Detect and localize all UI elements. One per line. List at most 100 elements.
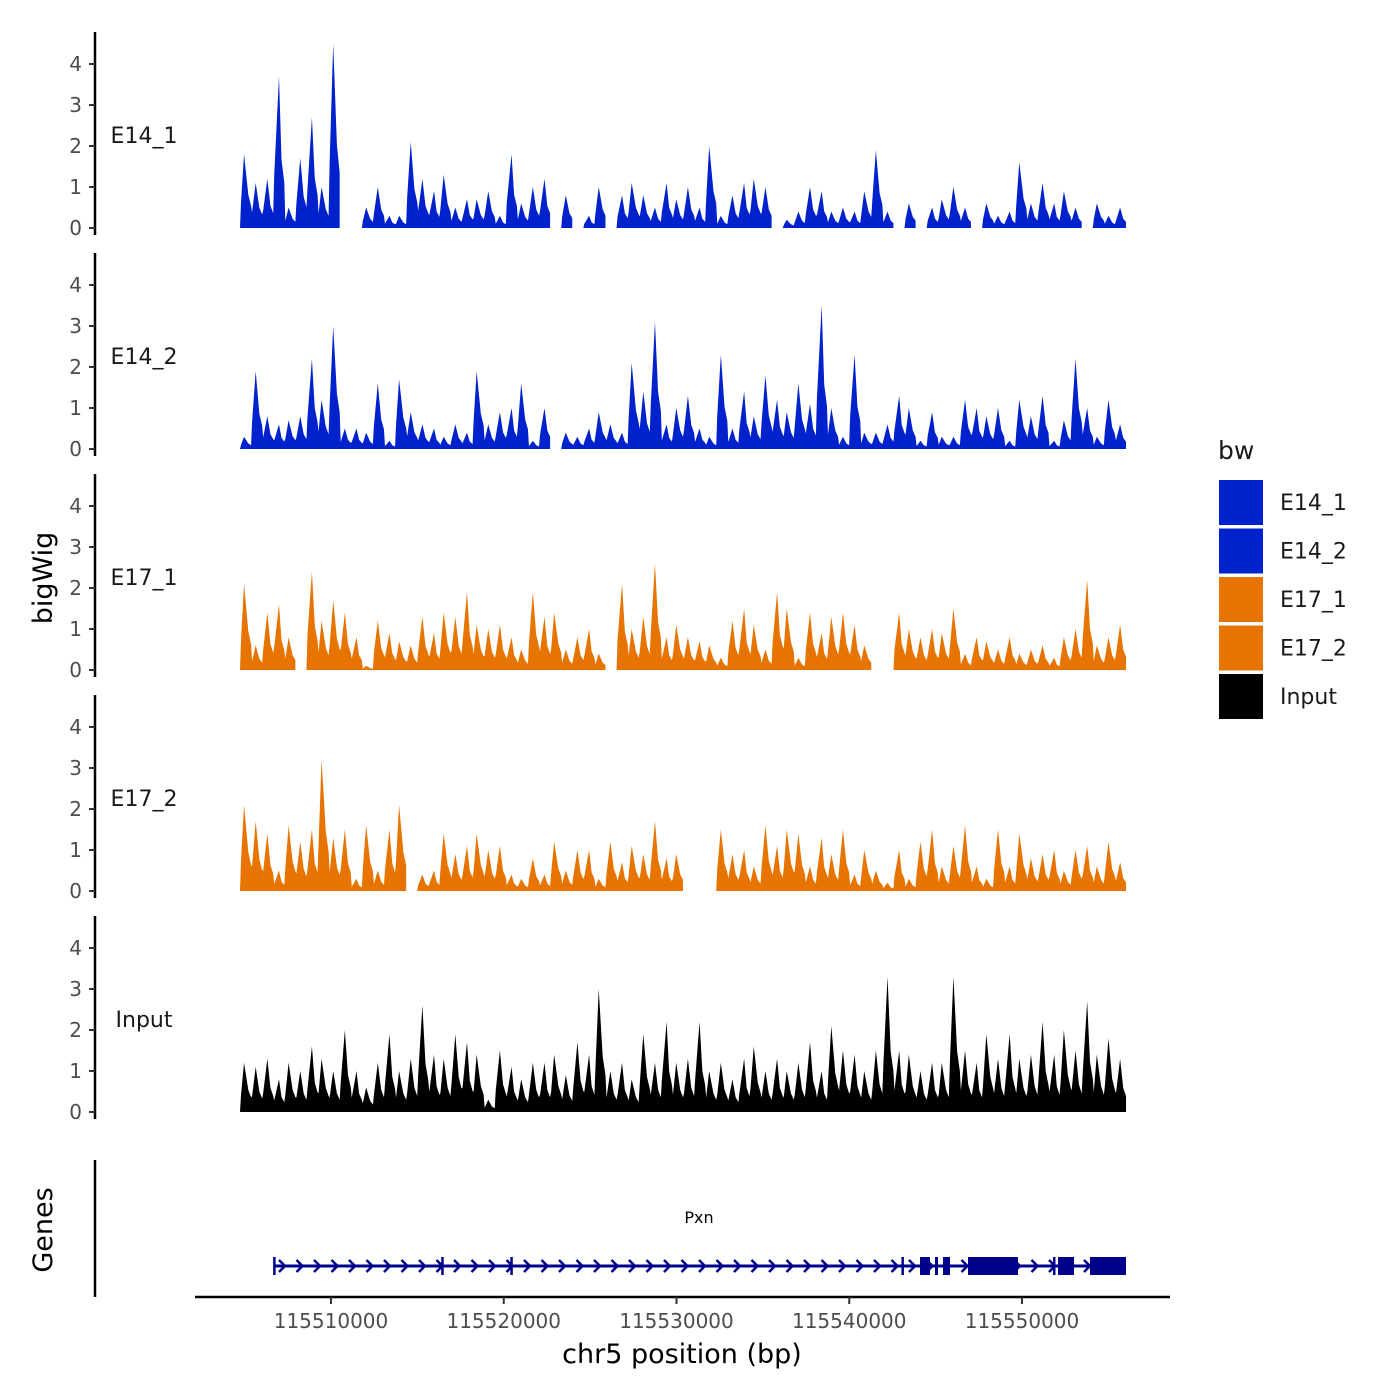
- track-label: E17_2: [111, 787, 178, 812]
- strand-arrow-icon: [383, 1259, 392, 1273]
- gene-exon: [901, 1257, 904, 1275]
- strand-arrow-icon: [330, 1259, 340, 1273]
- gene-label: Pxn: [684, 1208, 713, 1227]
- track-label: E14_2: [111, 345, 178, 370]
- signal-area-input: [240, 976, 1126, 1112]
- strand-arrow-icon: [855, 1259, 865, 1273]
- gene-exon: [967, 1257, 1019, 1275]
- legend-title: bw: [1218, 436, 1254, 465]
- strand-arrow-icon: [715, 1259, 725, 1273]
- track-label: Input: [116, 1008, 173, 1033]
- gene-exon: [1053, 1257, 1056, 1275]
- y-tick-label: 3: [69, 977, 82, 1001]
- strand-arrow-icon: [593, 1259, 602, 1273]
- strand-arrow-icon: [873, 1259, 882, 1273]
- legend-label: E14_2: [1280, 540, 1347, 565]
- gene-exon: [1058, 1257, 1074, 1275]
- y-tick-label: 0: [69, 216, 82, 240]
- strand-arrow-icon: [750, 1259, 760, 1273]
- legend-swatch: [1219, 577, 1263, 622]
- y-tick-label: 0: [69, 879, 82, 903]
- strand-arrow-icon: [575, 1259, 585, 1273]
- y-tick-label: 2: [69, 355, 82, 379]
- strand-arrow-icon: [733, 1259, 742, 1273]
- legend-label: E17_2: [1280, 637, 1347, 662]
- gene-exon: [935, 1257, 939, 1275]
- signal-area-e14_2: [240, 305, 1126, 449]
- y-tick-label: 2: [69, 576, 82, 600]
- strand-arrow-icon: [523, 1259, 532, 1273]
- strand-arrow-icon: [418, 1259, 427, 1273]
- strand-arrow-icon: [1030, 1259, 1040, 1273]
- y-tick-label: 2: [69, 1018, 82, 1042]
- legend-swatch: [1219, 625, 1263, 671]
- strand-arrow-icon: [680, 1259, 690, 1273]
- y-tick-label: 0: [69, 1100, 82, 1124]
- signal-area-e14_1: [240, 43, 1126, 228]
- y-axis-title: bigWig: [28, 532, 59, 625]
- strand-arrow-icon: [400, 1259, 410, 1273]
- x-tick-label: 115550000: [965, 1309, 1080, 1333]
- strand-arrow-icon: [540, 1259, 550, 1273]
- signal-area-e17_2: [240, 759, 1126, 891]
- x-axis-title: chr5 position (bp): [562, 1339, 802, 1370]
- y-tick-label: 1: [69, 838, 82, 862]
- strand-arrow-icon: [610, 1259, 620, 1273]
- y-tick-label: 4: [69, 494, 82, 518]
- strand-arrow-icon: [488, 1259, 497, 1273]
- y-tick-label: 1: [69, 175, 82, 199]
- legend-swatch: [1219, 528, 1263, 574]
- strand-arrow-icon: [698, 1259, 707, 1273]
- genes-axis-title: Genes: [28, 1187, 59, 1272]
- strand-arrow-icon: [663, 1259, 672, 1273]
- strand-arrow-icon: [820, 1259, 830, 1273]
- gene-exon: [441, 1257, 444, 1275]
- strand-arrow-icon: [628, 1259, 637, 1273]
- strand-arrow-icon: [295, 1259, 305, 1273]
- y-tick-label: 1: [69, 1059, 82, 1083]
- signal-area-e17_1: [240, 563, 1126, 670]
- y-tick-label: 0: [69, 437, 82, 461]
- gene-exon: [920, 1257, 931, 1275]
- y-tick-label: 3: [69, 314, 82, 338]
- strand-arrow-icon: [313, 1259, 322, 1273]
- y-tick-label: 1: [69, 617, 82, 641]
- strand-arrow-icon: [838, 1259, 847, 1273]
- gene-exon: [943, 1257, 950, 1275]
- y-tick-label: 3: [69, 93, 82, 117]
- x-tick-label: 115530000: [619, 1309, 734, 1333]
- strand-arrow-icon: [890, 1259, 900, 1273]
- strand-arrow-icon: [785, 1259, 795, 1273]
- strand-arrow-icon: [908, 1259, 917, 1273]
- gene-exon: [273, 1257, 276, 1275]
- strand-arrow-icon: [768, 1259, 777, 1273]
- x-tick-label: 115540000: [792, 1309, 907, 1333]
- y-tick-label: 3: [69, 535, 82, 559]
- strand-arrow-icon: [645, 1259, 655, 1273]
- y-tick-label: 1: [69, 396, 82, 420]
- strand-arrow-icon: [960, 1259, 970, 1273]
- x-tick-label: 115510000: [274, 1309, 389, 1333]
- strand-arrow-icon: [278, 1259, 287, 1273]
- y-tick-label: 4: [69, 936, 82, 960]
- strand-arrow-icon: [558, 1259, 567, 1273]
- legend-label: E14_1: [1280, 491, 1347, 516]
- track-label: E17_1: [111, 566, 178, 591]
- y-tick-label: 4: [69, 715, 82, 739]
- x-tick-label: 115520000: [446, 1309, 561, 1333]
- strand-arrow-icon: [365, 1259, 375, 1273]
- legend-swatch: [1219, 674, 1263, 719]
- gene-exon: [510, 1257, 513, 1275]
- strand-arrow-icon: [1083, 1259, 1092, 1273]
- y-tick-label: 2: [69, 797, 82, 821]
- strand-arrow-icon: [470, 1259, 480, 1273]
- y-tick-label: 3: [69, 756, 82, 780]
- strand-arrow-icon: [348, 1259, 357, 1273]
- legend-label: Input: [1280, 685, 1337, 710]
- legend-label: E17_1: [1280, 588, 1347, 613]
- y-tick-label: 0: [69, 658, 82, 682]
- y-tick-label: 4: [69, 52, 82, 76]
- strand-arrow-icon: [803, 1259, 812, 1273]
